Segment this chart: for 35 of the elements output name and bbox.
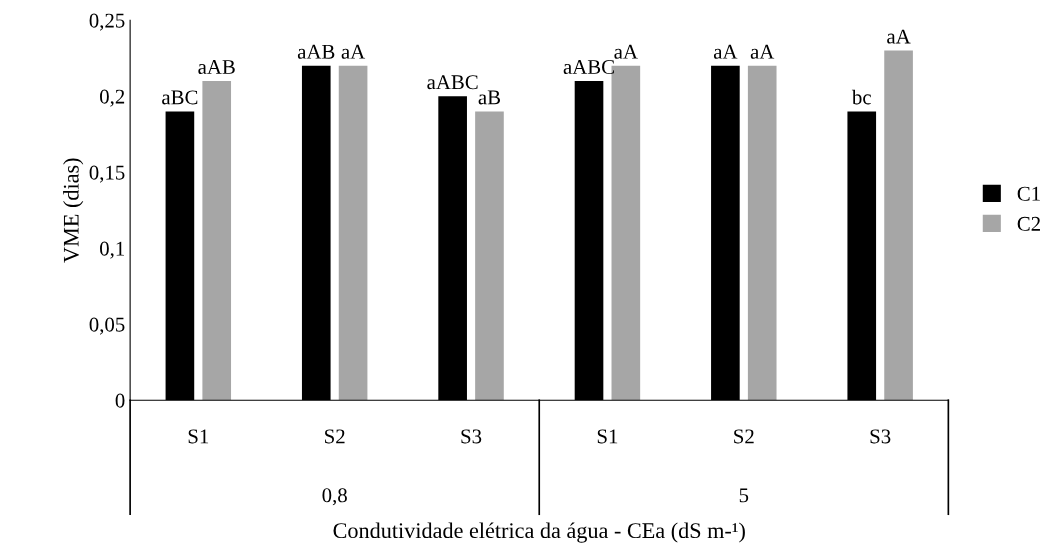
data-label: aBC	[162, 90, 198, 105]
x-tick-label: S3	[870, 429, 891, 444]
y-tick-label: 0,05	[89, 317, 125, 335]
x-tick-label: S1	[188, 429, 209, 444]
y-tick-label: 0,25	[89, 13, 125, 31]
bar	[884, 50, 913, 401]
bar	[202, 81, 232, 401]
data-label: aA	[614, 44, 638, 59]
text: 5	[739, 488, 749, 503]
data-label: aA	[713, 44, 738, 59]
x-tick-label: S2	[734, 429, 754, 444]
data-label: aABC	[563, 59, 614, 74]
bar	[475, 111, 504, 401]
x-tick-label: S1	[597, 429, 618, 444]
data-label: aABC	[427, 75, 478, 90]
y-tick-label: 0,1	[100, 241, 125, 259]
data-label: bc	[851, 89, 871, 105]
data-label: aAB	[297, 44, 335, 59]
data-label: aA	[750, 44, 775, 59]
y-tick-label: 0	[115, 393, 125, 408]
y-tick-label: 0,2	[100, 89, 125, 107]
bar	[338, 65, 368, 401]
data-label: aB	[478, 90, 501, 105]
x-axis-title: Condutividade elétrica da água - CEa (dS m-¹)	[333, 522, 745, 543]
x-tick-label: S3	[461, 429, 482, 444]
y-axis-title: VME (dias)	[63, 158, 84, 263]
bar	[747, 65, 777, 401]
y-tick-label: 0,15	[89, 165, 125, 183]
x-tick-label: S2	[325, 429, 345, 444]
legend-label: C1	[1017, 186, 1040, 201]
legend-label: C2	[1017, 216, 1040, 231]
text: 0,8	[322, 488, 347, 506]
data-label: aA	[887, 29, 911, 44]
data-label: aAB	[198, 60, 235, 74]
data-label: aA	[341, 44, 366, 59]
